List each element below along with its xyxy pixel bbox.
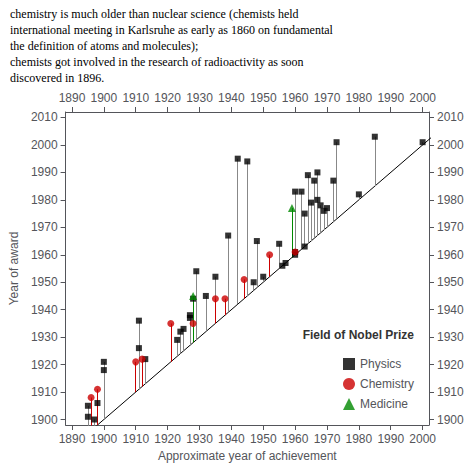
svg-text:Medicine: Medicine <box>360 397 408 411</box>
svg-text:1970: 1970 <box>314 91 341 105</box>
svg-text:international meeting in Karls: international meeting in Karlsruhe as ea… <box>10 23 334 37</box>
svg-text:1980: 1980 <box>31 193 58 207</box>
svg-text:1930: 1930 <box>186 91 213 105</box>
svg-text:2000: 2000 <box>409 91 436 105</box>
svg-text:1950: 1950 <box>250 91 277 105</box>
svg-text:1920: 1920 <box>154 91 181 105</box>
svg-text:Field of Nobel Prize: Field of Nobel Prize <box>303 328 415 342</box>
svg-text:2010: 2010 <box>31 110 58 124</box>
svg-text:1940: 1940 <box>218 432 245 446</box>
svg-text:1920: 1920 <box>31 358 58 372</box>
svg-text:1960: 1960 <box>437 248 464 262</box>
svg-text:1930: 1930 <box>31 330 58 344</box>
svg-text:1980: 1980 <box>346 91 373 105</box>
svg-text:1950: 1950 <box>250 432 277 446</box>
svg-text:1890: 1890 <box>59 432 86 446</box>
svg-text:Year of award: Year of award <box>7 232 21 306</box>
svg-text:1900: 1900 <box>31 413 58 427</box>
svg-text:1970: 1970 <box>314 432 341 446</box>
svg-text:1940: 1940 <box>218 91 245 105</box>
svg-text:1930: 1930 <box>186 432 213 446</box>
svg-text:1940: 1940 <box>437 303 464 317</box>
svg-text:1980: 1980 <box>437 193 464 207</box>
svg-text:Chemistry: Chemistry <box>360 377 414 391</box>
svg-text:1950: 1950 <box>31 275 58 289</box>
svg-text:1910: 1910 <box>122 91 149 105</box>
svg-text:1900: 1900 <box>437 413 464 427</box>
svg-text:1990: 1990 <box>31 165 58 179</box>
svg-text:1970: 1970 <box>437 220 464 234</box>
svg-text:2000: 2000 <box>437 138 464 152</box>
svg-text:1920: 1920 <box>437 358 464 372</box>
svg-text:1960: 1960 <box>282 432 309 446</box>
svg-text:1990: 1990 <box>377 432 404 446</box>
svg-text:1910: 1910 <box>122 432 149 446</box>
svg-text:2000: 2000 <box>31 138 58 152</box>
svg-text:1960: 1960 <box>31 248 58 262</box>
svg-text:1920: 1920 <box>154 432 181 446</box>
svg-text:1970: 1970 <box>31 220 58 234</box>
svg-text:the definition of atoms and mo: the definition of atoms and molecules); <box>10 39 198 53</box>
svg-text:Physics: Physics <box>360 357 401 371</box>
svg-text:1890: 1890 <box>59 91 86 105</box>
svg-text:Approximate year of achievemen: Approximate year of achievement <box>158 449 337 463</box>
svg-text:1910: 1910 <box>31 385 58 399</box>
svg-text:1910: 1910 <box>437 385 464 399</box>
svg-text:2010: 2010 <box>437 110 464 124</box>
svg-text:1940: 1940 <box>31 303 58 317</box>
svg-text:1950: 1950 <box>437 275 464 289</box>
svg-text:2000: 2000 <box>409 432 436 446</box>
svg-text:1960: 1960 <box>282 91 309 105</box>
svg-text:1900: 1900 <box>90 432 117 446</box>
svg-text:chemists got involved in the r: chemists got involved in the research of… <box>10 55 304 69</box>
svg-text:1900: 1900 <box>90 91 117 105</box>
svg-text:1990: 1990 <box>377 91 404 105</box>
svg-text:1990: 1990 <box>437 165 464 179</box>
svg-text:1980: 1980 <box>346 432 373 446</box>
svg-text:chemistry is much older than n: chemistry is much older than nuclear sci… <box>10 7 299 21</box>
svg-text:1930: 1930 <box>437 330 464 344</box>
svg-text:discovered in 1896.: discovered in 1896. <box>10 71 104 85</box>
